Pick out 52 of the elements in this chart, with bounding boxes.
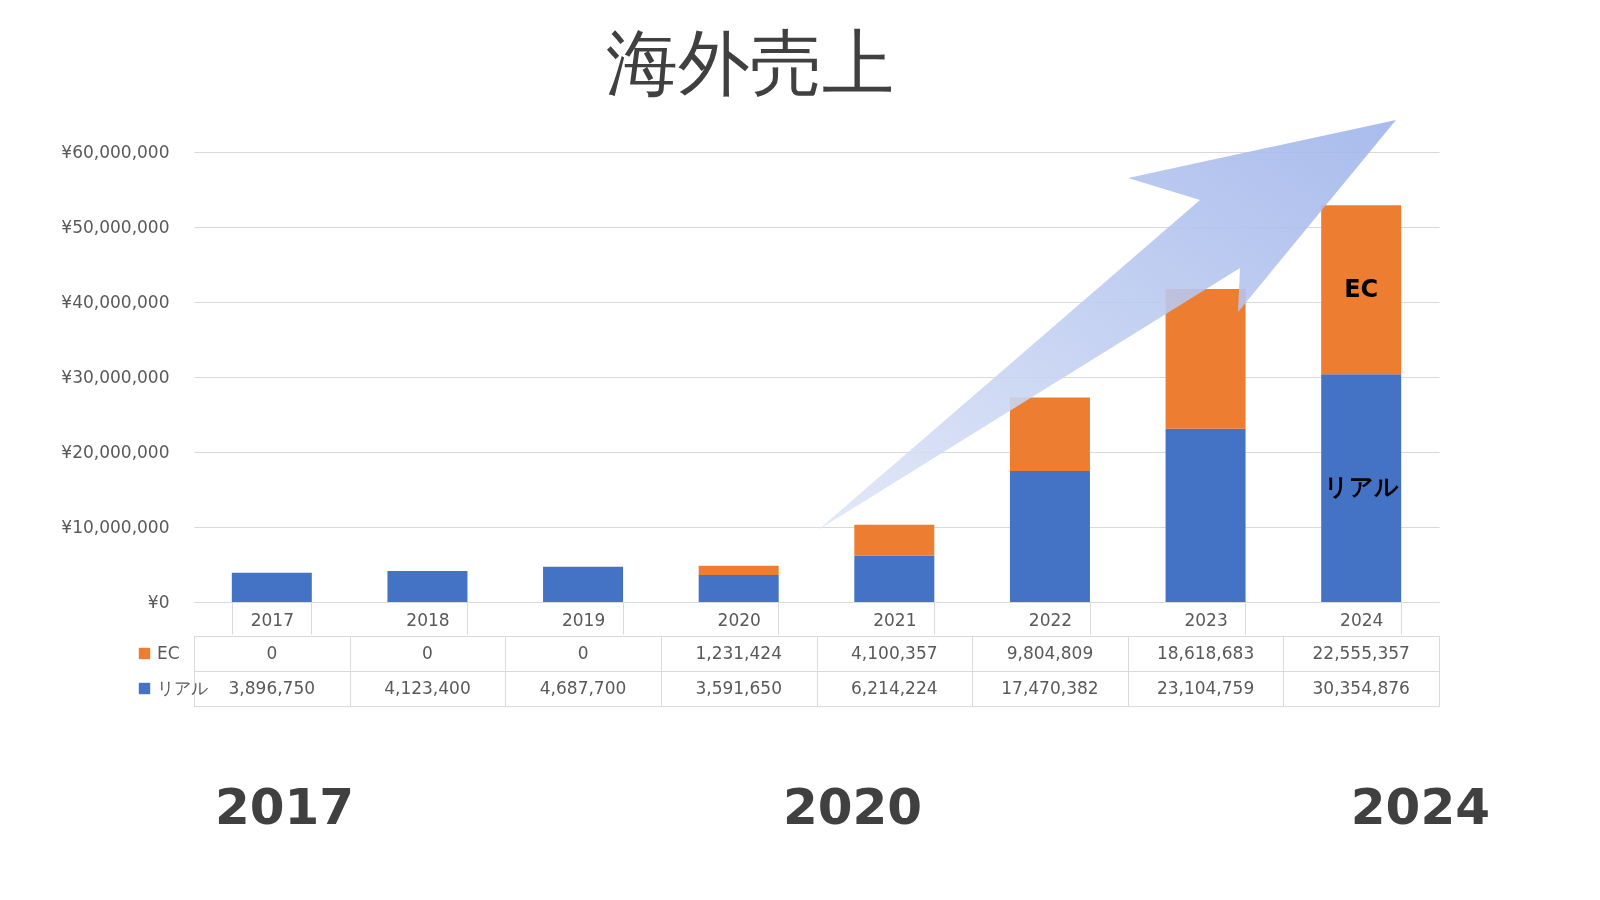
y-tick-label: ¥10,000,000 [61, 516, 170, 537]
y-tick-label: ¥20,000,000 [61, 441, 170, 462]
text: 2017 [215, 778, 355, 836]
x-tick-label: 2023 [1184, 609, 1228, 630]
y-tick-label: ¥50,000,000 [61, 216, 170, 237]
bar [1009, 470, 1090, 602]
data-label: 1,231,424 [695, 642, 782, 663]
data-label: 9,804,809 [1006, 642, 1094, 663]
data-label: 4,687,700 [539, 677, 627, 698]
data-label: 0 [266, 642, 278, 663]
text: リアル [1323, 473, 1399, 502]
bar [854, 555, 935, 602]
legend-label: EC [157, 642, 180, 663]
y-tick-label: ¥60,000,000 [61, 141, 170, 162]
legend-label: リアル [157, 677, 208, 698]
bar [1321, 205, 1402, 375]
bar [698, 575, 779, 602]
bar [231, 572, 312, 602]
data-label: 0 [577, 642, 589, 663]
bar [1165, 289, 1246, 429]
x-tick-label: 2017 [250, 609, 294, 630]
text: EC [1344, 274, 1379, 303]
bar [1321, 374, 1402, 602]
data-label: 30,354,876 [1312, 677, 1410, 698]
y-tick-label: ¥40,000,000 [61, 291, 170, 312]
data-label: 23,104,759 [1156, 677, 1255, 698]
chart-title: 海外売上 [606, 21, 895, 105]
x-tick-label: 2018 [406, 609, 450, 630]
x-tick-label: 2020 [717, 609, 761, 630]
data-label: 4,100,357 [851, 642, 938, 663]
y-tick-label: ¥30,000,000 [61, 366, 170, 387]
data-label: 3,896,750 [228, 677, 316, 698]
data-label: 22,555,357 [1312, 642, 1410, 663]
text: 2024 [1350, 778, 1490, 836]
x-tick-label: 2024 [1340, 609, 1384, 630]
bar [387, 571, 468, 602]
data-label: 3,591,650 [695, 677, 782, 698]
x-tick-label: 2022 [1028, 609, 1073, 630]
data-label: 4,123,400 [384, 677, 471, 698]
data-label: 0 [422, 642, 433, 663]
text: 2020 [782, 778, 923, 836]
bar [1009, 397, 1090, 471]
bar [543, 566, 624, 602]
bar [854, 524, 935, 556]
bar [1165, 428, 1246, 602]
y-tick-label: ¥0 [147, 591, 170, 612]
x-tick-label: 2019 [561, 609, 606, 630]
data-label: 18,618,683 [1156, 642, 1255, 663]
data-label: 17,470,382 [1001, 677, 1099, 698]
x-tick-label: 2021 [873, 609, 917, 630]
bar [698, 565, 779, 576]
data-label: 6,214,224 [851, 677, 938, 698]
